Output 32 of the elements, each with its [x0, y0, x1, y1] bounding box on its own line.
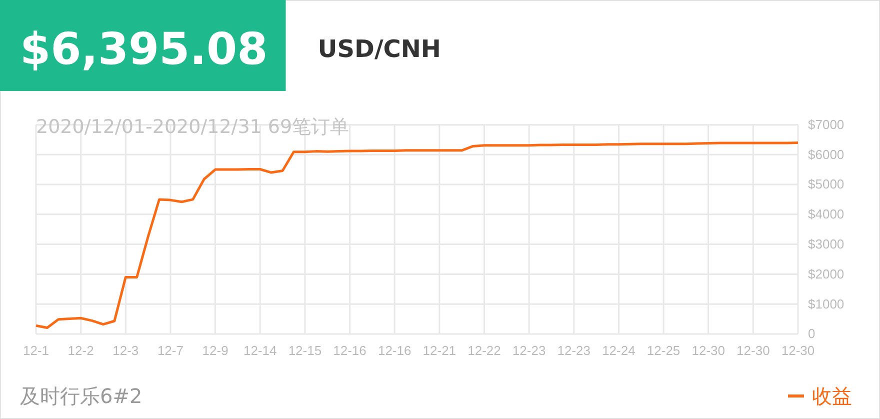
x-tick-label: 12-14	[243, 343, 277, 358]
chart-title: $6,395.08	[20, 24, 268, 75]
chart-subtitle: USD/CNH	[318, 35, 441, 63]
x-tick-label: 12-21	[422, 343, 456, 358]
line-series	[34, 142, 800, 329]
y-tick-label: $2000	[808, 266, 844, 282]
x-tick-label: 12-15	[288, 343, 322, 358]
legend-label: 收益	[812, 384, 852, 408]
x-tick-label: 12-16	[333, 343, 366, 358]
y-tick-label: $7000	[808, 116, 844, 132]
y-tick-label: $1000	[808, 296, 844, 312]
y-tick-label: $5000	[808, 176, 844, 192]
x-tick-label: 12-3	[112, 343, 139, 358]
x-tick-label: 12-16	[378, 343, 412, 358]
y-tick-label: $6000	[808, 146, 844, 162]
y-tick-label: $3000	[808, 236, 844, 252]
x-tick-label: 12-23	[557, 343, 591, 358]
y-tick-label: $4000	[808, 206, 844, 222]
x-tick-label: 12-24	[602, 343, 636, 358]
annotation: 2020/12/01-2020/12/31 69笔订单	[36, 116, 350, 138]
x-tick-label: 12-22	[468, 343, 501, 358]
x-tick-label: 12-25	[646, 343, 680, 358]
x-tick-label: 12-2	[68, 343, 94, 358]
x-tick-label: 12-1	[22, 343, 50, 358]
y-tick-label: 0	[808, 326, 816, 342]
x-tick-label: 12-30	[736, 343, 770, 358]
x-tick-label: 12-7	[157, 343, 184, 358]
text: 及时行乐6#2	[20, 384, 142, 408]
x-tick-label: 12-30	[781, 343, 815, 358]
x-tick-label: 12-30	[692, 343, 725, 358]
x-tick-label: 12-9	[202, 343, 228, 358]
x-tick-label: 12-23	[512, 343, 546, 358]
